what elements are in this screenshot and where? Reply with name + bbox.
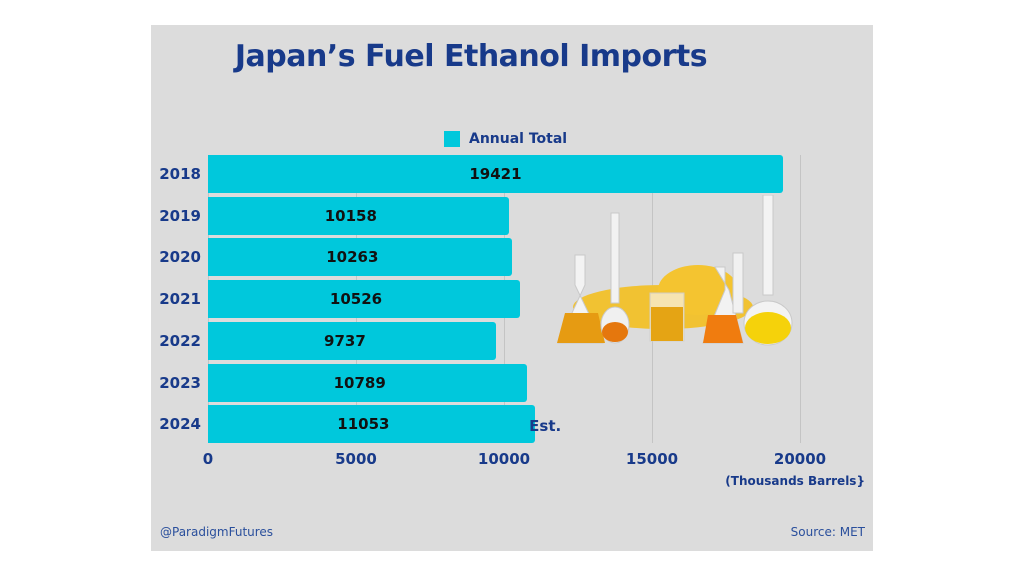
plot-area: 0 5000 10000 15000 20000 2018 19421 2019 10158 20… xyxy=(159,155,826,468)
chart-title-text: Japan’s Fuel Ethanol Imports xyxy=(234,39,708,74)
bar xyxy=(208,364,528,402)
bar xyxy=(208,322,497,360)
bar xyxy=(208,155,783,193)
y-category-label: 2018 xyxy=(159,165,201,183)
x-tick-label: 20000 xyxy=(773,450,827,468)
x-tick-label: 5000 xyxy=(335,450,377,468)
bar-row: 9737 xyxy=(208,322,497,360)
bar-row: 19421 xyxy=(208,155,783,193)
y-category-label: 2021 xyxy=(159,290,201,308)
bar-row: 10263 xyxy=(208,238,512,276)
y-category-label: 2023 xyxy=(159,374,201,392)
bar-value-label: 10526 xyxy=(329,290,383,308)
y-category-label: 2022 xyxy=(159,332,201,350)
y-category-label: 2020 xyxy=(159,248,201,266)
bar xyxy=(208,405,536,443)
chart-card: Japan’s Fuel Ethanol Imports Annual Tota… xyxy=(151,25,873,551)
bar xyxy=(208,197,509,235)
bar-value-label: 11053 xyxy=(337,415,390,433)
bar-value-label: 10158 xyxy=(324,207,377,225)
x-tick-label: 0 xyxy=(202,450,214,468)
x-axis-unit-label: (Thousands Barrels} xyxy=(725,474,865,488)
footer-handle: @ParadigmFutures xyxy=(160,525,274,539)
legend-label: Annual Total xyxy=(469,131,568,147)
lab-flasks-with-corn-image xyxy=(557,195,793,346)
estimate-annotation: Est. xyxy=(529,417,562,435)
bar-row: 10526 xyxy=(208,280,520,318)
legend-swatch xyxy=(444,131,460,147)
footer-source: Source: MET xyxy=(790,525,865,539)
y-category-label: 2024 xyxy=(159,415,201,433)
bar-value-label: 9737 xyxy=(324,332,366,350)
gridline xyxy=(800,155,801,443)
legend: Annual Total xyxy=(444,131,567,147)
y-category-label: 2019 xyxy=(159,207,201,225)
x-tick-label: 15000 xyxy=(625,450,679,468)
bar-value-label: 19421 xyxy=(469,165,522,183)
bar xyxy=(208,238,512,276)
bar xyxy=(208,280,520,318)
chart-title: Japan’s Fuel Ethanol Imports xyxy=(151,39,873,74)
bar-row: 10158 xyxy=(208,197,509,235)
x-tick-label: 10000 xyxy=(477,450,531,468)
bar-value-label: 10789 xyxy=(333,374,386,392)
bar-row: 11053 xyxy=(208,405,536,443)
bar-value-label: 10263 xyxy=(326,248,379,266)
bar-row: 10789 xyxy=(208,364,528,402)
